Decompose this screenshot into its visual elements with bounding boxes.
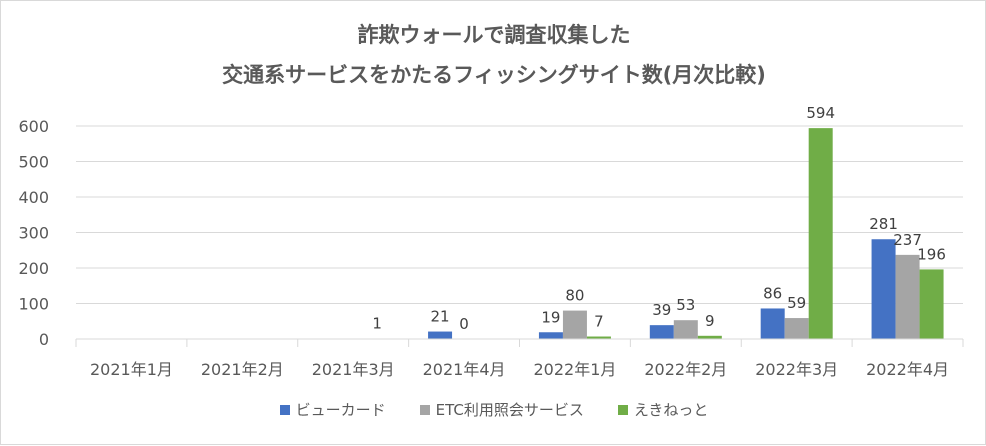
bar <box>920 269 944 339</box>
data-label: 594 <box>806 104 835 122</box>
legend-item-viewcard: ビューカード <box>280 399 386 420</box>
bar <box>761 308 785 339</box>
data-label: 196 <box>917 245 946 263</box>
bar <box>809 128 833 339</box>
x-tick-label: 2021年4月 <box>423 360 506 379</box>
y-tick-label: 600 <box>18 117 49 136</box>
bar <box>539 332 563 339</box>
data-label: 21 <box>431 308 450 326</box>
legend-swatch-etc <box>420 405 430 415</box>
legend-item-etc: ETC利用照会サービス <box>420 399 584 420</box>
y-tick-label: 400 <box>18 188 49 207</box>
y-tick-label: 0 <box>39 330 49 349</box>
legend-item-ekinet: えきねっと <box>618 399 709 420</box>
data-label: 86 <box>763 284 782 302</box>
legend-label-etc: ETC利用照会サービス <box>436 399 584 420</box>
data-label: 1 <box>372 315 382 333</box>
data-label: 53 <box>676 296 695 314</box>
data-label: 80 <box>565 287 584 305</box>
y-tick-label: 300 <box>18 224 49 243</box>
data-label: 19 <box>541 308 560 326</box>
data-label: 39 <box>652 301 671 319</box>
bar <box>872 239 896 339</box>
y-tick-label: 500 <box>18 153 49 172</box>
x-tick-label: 2021年1月 <box>90 360 173 379</box>
x-tick-label: 2022年3月 <box>755 360 838 379</box>
y-tick-label: 200 <box>18 259 49 278</box>
chart-legend: ビューカード ETC利用照会サービス えきねっと <box>1 399 986 420</box>
x-tick-label: 2021年2月 <box>201 360 284 379</box>
bar <box>785 318 809 339</box>
data-label: 59 <box>787 294 806 312</box>
x-tick-label: 2022年4月 <box>866 360 949 379</box>
x-tick-label: 2021年3月 <box>312 360 395 379</box>
legend-swatch-ekinet <box>618 405 628 415</box>
legend-swatch-viewcard <box>280 405 290 415</box>
data-label: 9 <box>705 312 715 330</box>
legend-label-viewcard: ビューカード <box>296 399 386 420</box>
bar <box>896 255 920 339</box>
y-tick-label: 100 <box>18 295 49 314</box>
bar <box>650 325 674 339</box>
bar <box>674 320 698 339</box>
x-tick-label: 2022年2月 <box>644 360 727 379</box>
bar <box>428 332 452 339</box>
data-label: 0 <box>459 315 469 333</box>
x-tick-label: 2022年1月 <box>533 360 616 379</box>
bar <box>563 311 587 339</box>
data-label: 7 <box>594 313 604 331</box>
legend-label-ekinet: えきねっと <box>634 399 709 420</box>
